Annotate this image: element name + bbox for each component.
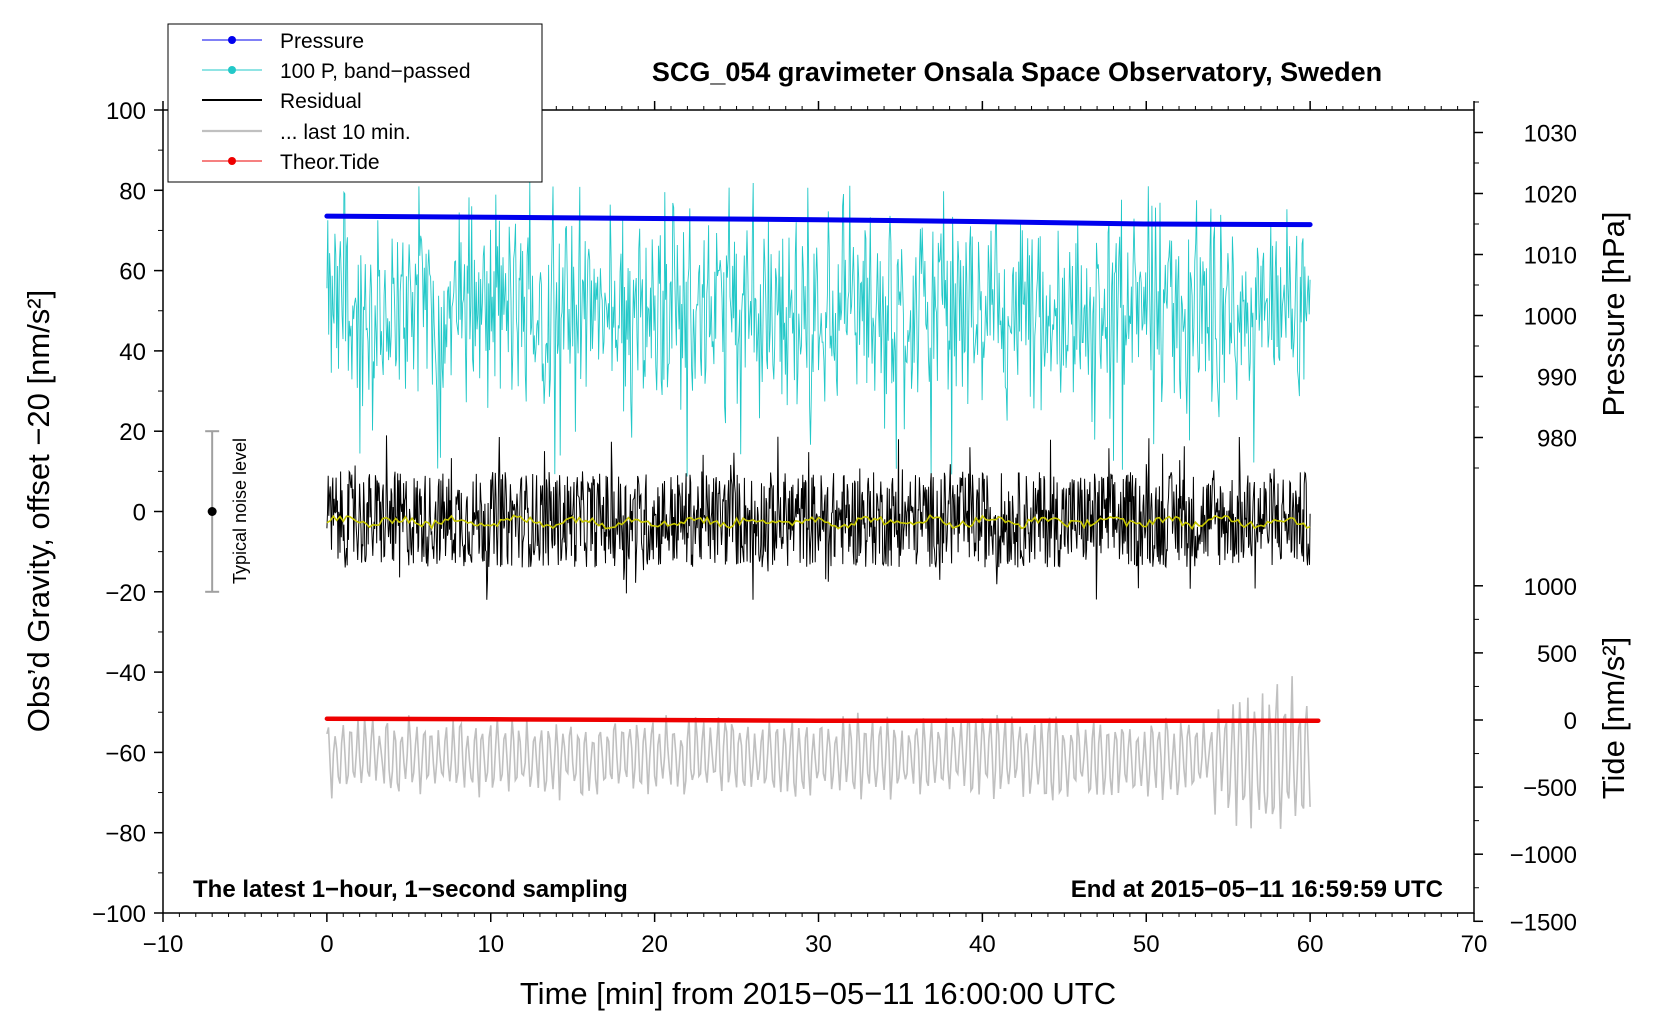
theoretical-tide-line <box>324 716 1321 723</box>
legend-label-tide: Theor.Tide <box>280 151 380 174</box>
x-tick-label: 40 <box>969 931 996 958</box>
y-tick-label: −60 <box>105 740 146 767</box>
x-tick-label: 60 <box>1297 931 1324 958</box>
pressure-tick-label: 990 <box>1537 365 1577 392</box>
y-tick-label: 0 <box>133 500 146 527</box>
legend-label-last10: ... last 10 min. <box>280 121 411 144</box>
y-tick-label: 60 <box>119 259 146 286</box>
y-tick-label: −20 <box>105 580 146 607</box>
x-axis-label: Time [min] from 2015−05−11 16:00:00 UTC <box>520 976 1116 1011</box>
last-10-min-line <box>326 676 1311 829</box>
noise-level-indicator <box>205 430 220 593</box>
noise-level-label: Typical noise level <box>230 438 250 584</box>
y-tick-label: 40 <box>119 339 146 366</box>
tide-tick-label: 500 <box>1537 641 1577 668</box>
tide-tick-label: 1000 <box>1524 574 1577 601</box>
y-tick-label: −80 <box>105 821 146 848</box>
axis-ticks: −10 0 10 20 30 40 50 60 70100806040200−20−40−60−… <box>92 98 1577 958</box>
pressure-tick-label: 980 <box>1537 426 1577 453</box>
y-tick-label: 100 <box>106 98 146 125</box>
annotation-left: The latest 1−hour, 1−second sampling <box>193 876 628 903</box>
legend-label-residual: Residual <box>280 90 362 113</box>
y-tick-label: 20 <box>119 419 146 446</box>
legend-swatch-dot <box>228 66 236 74</box>
x-tick-label: 20 <box>641 931 668 958</box>
bandpassed-pressure-line <box>326 182 1311 477</box>
x-tick-label: −10 <box>143 931 184 958</box>
annotation-right: End at 2015−05−11 16:59:59 UTC <box>1071 876 1443 903</box>
tide-tick-label: 0 <box>1564 708 1577 735</box>
pressure-tick-label: 1010 <box>1524 243 1577 270</box>
pressure-tick-label: 1030 <box>1524 121 1577 148</box>
noise-bar-center-dot <box>207 507 217 516</box>
residual-line <box>326 435 1311 600</box>
chart-title: SCG_054 gravimeter Onsala Space Observat… <box>652 57 1382 87</box>
legend-label-bandpassed: 100 P, band−passed <box>280 60 471 83</box>
y-right-pressure-label: Pressure [hPa] <box>1596 211 1631 416</box>
x-tick-label: 50 <box>1133 931 1160 958</box>
y-tick-label: −100 <box>92 901 146 928</box>
x-tick-label: 0 <box>320 931 333 958</box>
y-tick-label: −40 <box>105 660 146 687</box>
y-axis-label: Obs’d Gravity, offset −20 [nm/s²] <box>21 290 56 733</box>
pressure-tick-label: 1000 <box>1524 304 1577 331</box>
residual-smoothed-line <box>326 513 1311 531</box>
legend-box <box>167 23 543 183</box>
legend-label-pressure: Pressure <box>280 30 364 53</box>
tide-tick-label: −1500 <box>1510 909 1577 936</box>
series-group <box>324 182 1321 829</box>
legend-swatch-dot <box>228 36 236 44</box>
x-tick-label: 30 <box>805 931 832 958</box>
pressure-line <box>324 213 1313 228</box>
tide-tick-label: −500 <box>1523 775 1577 802</box>
pressure-tick-label: 1020 <box>1524 182 1577 209</box>
y-tick-label: 80 <box>119 178 146 205</box>
legend: Pressure 100 P, band−passed Residual ...… <box>167 23 543 183</box>
x-tick-label: 70 <box>1461 931 1488 958</box>
x-tick-label: 10 <box>477 931 504 958</box>
tide-tick-label: −1000 <box>1510 842 1577 869</box>
y-right-tide-label: Tide [nm/s²] <box>1596 637 1631 800</box>
legend-swatch-dot <box>228 157 236 165</box>
